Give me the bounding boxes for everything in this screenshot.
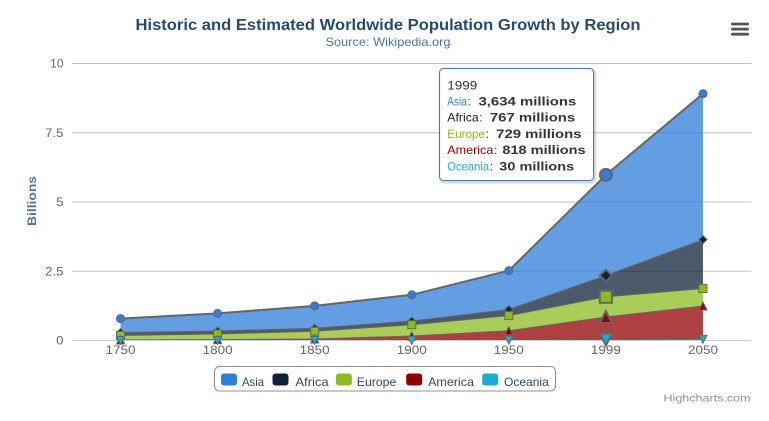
svg-text:Oceania: Oceania	[504, 375, 549, 389]
svg-text:818 millions: 818 millions	[502, 143, 586, 157]
svg-text:Africa: Africa	[447, 111, 479, 125]
svg-text:Historic and Estimated Worldwi: Historic and Estimated Worldwide Populat…	[136, 17, 641, 34]
svg-text:1900: 1900	[397, 343, 427, 357]
svg-text:1850: 1850	[300, 343, 330, 357]
svg-text:30 millions: 30 millions	[499, 159, 574, 173]
svg-text::: :	[494, 143, 497, 157]
svg-text:0: 0	[56, 334, 64, 348]
svg-text:Africa: Africa	[295, 375, 329, 389]
svg-text::: :	[468, 95, 471, 109]
svg-text:3,634 millions: 3,634 millions	[479, 95, 577, 109]
svg-text:Europe: Europe	[447, 127, 485, 141]
svg-text:Source: Wikipedia.org: Source: Wikipedia.org	[326, 35, 451, 49]
svg-text:1800: 1800	[203, 343, 233, 357]
svg-text:Billions: Billions	[25, 176, 39, 226]
svg-text::: :	[486, 127, 489, 141]
svg-text:America: America	[428, 375, 474, 389]
svg-text:1999: 1999	[591, 343, 621, 357]
svg-text:7.5: 7.5	[45, 126, 64, 140]
svg-text:767 millions: 767 millions	[490, 111, 576, 125]
svg-text:2050: 2050	[688, 343, 718, 357]
svg-text:729 millions: 729 millions	[496, 127, 582, 141]
svg-text:2.5: 2.5	[45, 264, 64, 278]
svg-text:Highcharts.com: Highcharts.com	[664, 394, 751, 405]
svg-text:Asia: Asia	[447, 95, 467, 109]
svg-text:1999: 1999	[447, 78, 477, 92]
svg-text:Oceania: Oceania	[447, 159, 489, 173]
svg-text:America: America	[447, 143, 493, 157]
svg-text::: :	[490, 159, 493, 173]
svg-text:1950: 1950	[494, 343, 524, 357]
svg-text::: :	[479, 111, 482, 125]
svg-text:10: 10	[50, 57, 64, 71]
svg-text:5: 5	[56, 195, 64, 209]
svg-text:1750: 1750	[106, 343, 136, 357]
svg-text:Europe: Europe	[357, 375, 397, 389]
svg-text:Asia: Asia	[242, 375, 264, 389]
